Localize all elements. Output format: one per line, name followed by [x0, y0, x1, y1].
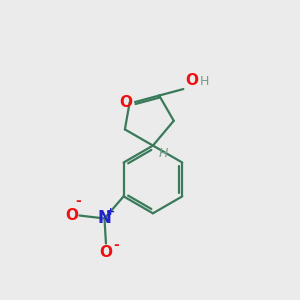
Text: -: -	[75, 194, 81, 208]
Text: H: H	[158, 147, 168, 160]
Text: O: O	[120, 94, 133, 110]
Text: -: -	[113, 238, 119, 252]
Text: N: N	[98, 209, 111, 227]
Text: H: H	[200, 75, 209, 88]
Text: O: O	[100, 245, 112, 260]
Text: O: O	[65, 208, 78, 223]
Text: O: O	[185, 73, 198, 88]
Text: +: +	[106, 207, 116, 217]
